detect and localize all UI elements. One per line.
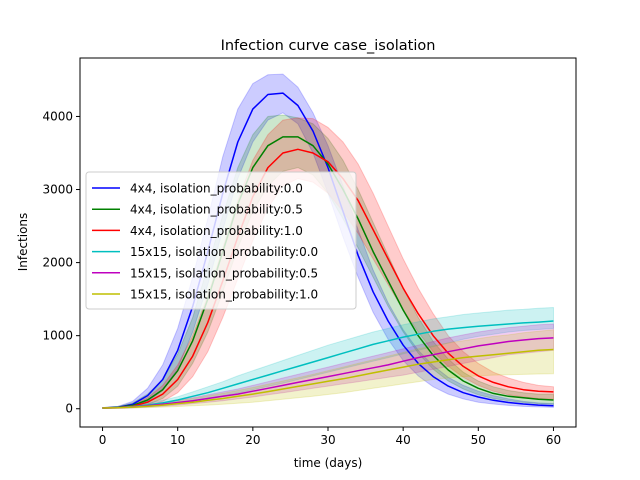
series-lines bbox=[102, 92, 554, 409]
y-tick-label: 0 bbox=[65, 402, 73, 416]
legend: 4x4, isolation_probability:0.0 4x4, isola… bbox=[85, 171, 357, 310]
series-line-3 bbox=[102, 148, 554, 409]
x-tick-label: 60 bbox=[546, 433, 561, 447]
legend-label-3: 4x4, isolation_probability:1.0 bbox=[130, 224, 303, 238]
y-tick-label: 2000 bbox=[42, 256, 73, 270]
y-tick-label: 4000 bbox=[42, 109, 73, 123]
series-band-1 bbox=[102, 73, 554, 409]
series-band-6 bbox=[102, 329, 554, 409]
legend-entries: 4x4, isolation_probability:0.0 4x4, isola… bbox=[92, 182, 318, 302]
legend-label-4: 15x15, isolation_probability:0.0 bbox=[130, 245, 318, 259]
chart-title: Infection curve case_isolation bbox=[221, 38, 436, 54]
x-tick-label: 0 bbox=[99, 433, 107, 447]
x-tick-label: 20 bbox=[245, 433, 260, 447]
y-tick-label: 3000 bbox=[42, 183, 73, 197]
series-line-6 bbox=[102, 348, 554, 409]
x-axis-ticks: 0 10 20 30 40 50 60 bbox=[99, 427, 561, 447]
y-tick-label: 1000 bbox=[42, 329, 73, 343]
series-line-1 bbox=[102, 92, 554, 409]
y-axis-label: Infections bbox=[16, 213, 30, 272]
x-tick-label: 40 bbox=[396, 433, 411, 447]
x-tick-label: 50 bbox=[471, 433, 486, 447]
legend-label-5: 15x15, isolation_probability:0.5 bbox=[130, 266, 318, 280]
y-axis-ticks: 0 1000 2000 3000 4000 bbox=[42, 109, 80, 416]
legend-label-2: 4x4, isolation_probability:0.5 bbox=[130, 203, 303, 217]
series-line-5 bbox=[102, 337, 554, 409]
series-line-4 bbox=[102, 320, 554, 409]
x-axis-label: time (days) bbox=[294, 456, 363, 470]
series-line-2 bbox=[102, 136, 554, 409]
legend-label-1: 4x4, isolation_probability:0.0 bbox=[130, 182, 303, 196]
x-tick-label: 10 bbox=[170, 433, 185, 447]
legend-box bbox=[85, 171, 357, 310]
legend-label-6: 15x15, isolation_probability:1.0 bbox=[130, 288, 318, 302]
x-tick-label: 30 bbox=[320, 433, 335, 447]
